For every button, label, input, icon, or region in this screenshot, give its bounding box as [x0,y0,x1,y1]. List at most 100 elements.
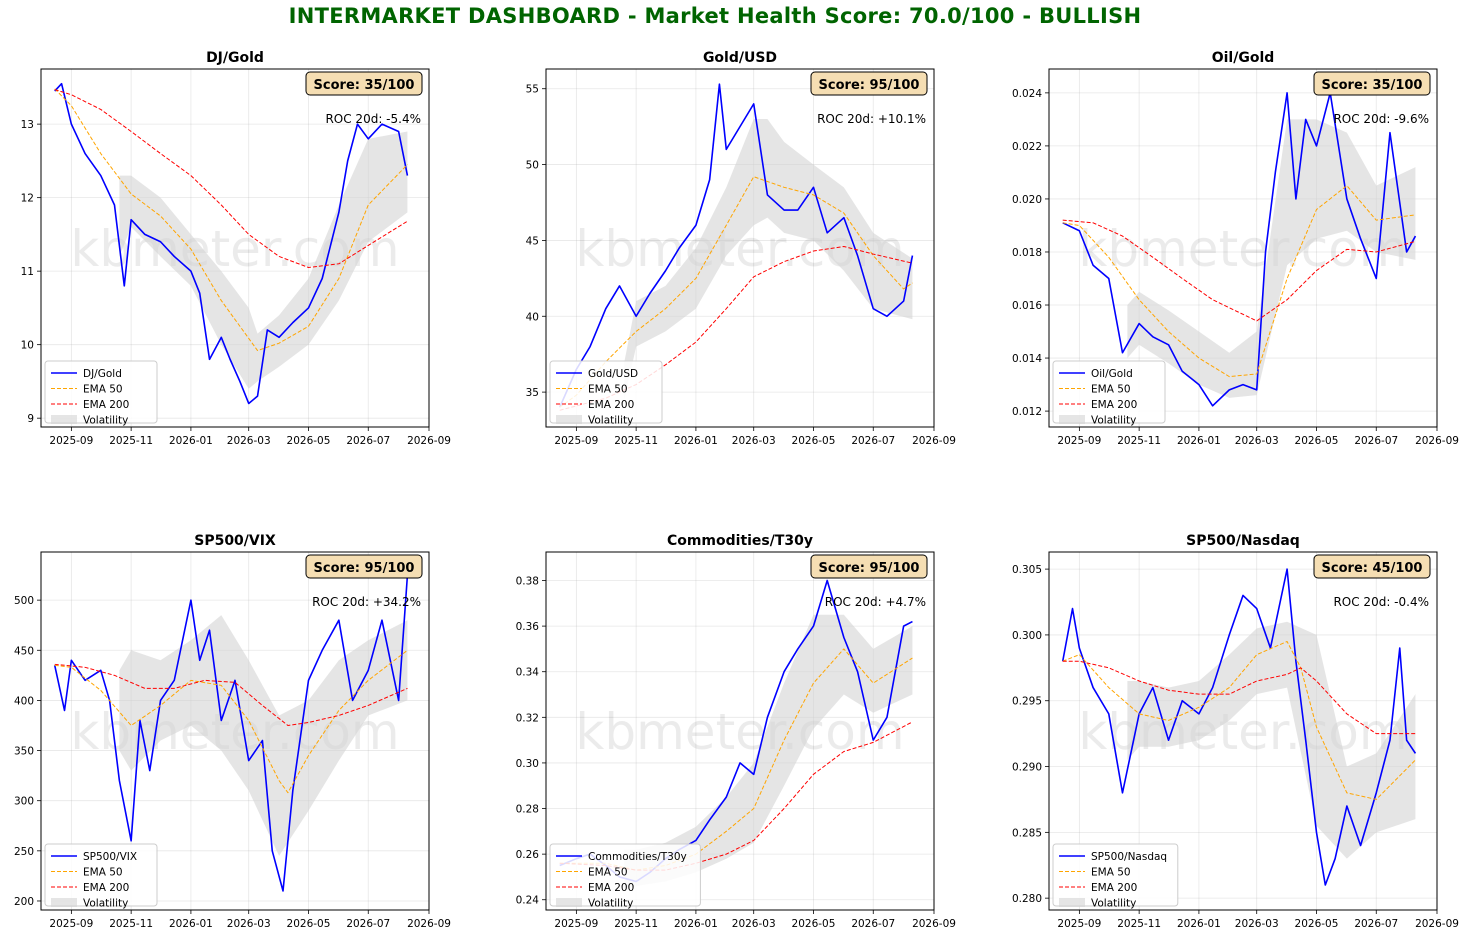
x-tick-label: 2026-03 [227,918,271,930]
legend: SP500/Nasdaq EMA 50 EMA 200 Volatility [1052,843,1179,910]
ema50-line [1062,641,1416,800]
score-box [305,554,423,579]
x-tick-label: 2025-09 [1057,435,1101,447]
y-tick-label: 0.34 [516,667,540,679]
x-tick-label: 2026-07 [346,435,390,447]
x-tick-label: 2025-11 [614,435,658,447]
legend-label: EMA 50 [588,384,628,396]
plot-frame [545,68,935,428]
y-tick-label: 45 [526,235,539,247]
x-tick-label: 2026-01 [169,918,213,930]
legend-label: Volatility [588,415,633,427]
y-tick-label: 400 [14,695,34,707]
plot-frame [1048,68,1438,428]
score-box [810,554,928,579]
panel-title: SP500/VIX [194,533,276,549]
x-tick-label: 2026-05 [1295,918,1339,930]
plot-frame [40,68,430,428]
ema200-line [559,721,913,871]
x-tick-label: 2026-05 [1295,435,1339,447]
y-tick-label: 10 [21,340,34,352]
legend-box [1052,843,1179,907]
price-line [54,82,409,405]
legend-label: EMA 50 [588,867,628,879]
y-tick-label: 0.020 [1012,194,1042,206]
roc-label: ROC 20d: +34.2% [312,595,421,609]
volatility-band [624,614,913,891]
legend-volatility-swatch [556,415,582,424]
price-line [1061,568,1417,886]
x-tick-label: 2026-07 [851,918,895,930]
legend-volatility-swatch [51,898,77,907]
score-label: Score: 35/100 [314,78,415,93]
legend-box [44,843,158,907]
x-tick-label: 2026-05 [792,435,836,447]
score-label: Score: 95/100 [819,561,920,576]
watermark: kbmeter.com [575,703,904,761]
y-tick-label: 300 [14,796,34,808]
y-tick-label: 9 [27,413,34,425]
x-tick-label: 2026-09 [1415,435,1459,447]
legend-box [1052,360,1166,424]
y-tick-label: 55 [526,84,539,96]
y-tick-label: 450 [14,645,34,657]
y-tick-label: 0.290 [1012,762,1042,774]
score-box [1313,554,1431,579]
ema50-line [1062,185,1416,378]
y-tick-label: 0.24 [516,895,540,907]
x-tick-label: 2026-03 [732,918,776,930]
score-label: Score: 45/100 [1322,561,1423,576]
y-tick-label: 0.305 [1012,564,1042,576]
legend-label: Volatility [588,898,633,910]
legend-label: Volatility [1091,415,1136,427]
y-tick-label: 35 [526,387,539,399]
panel-title: Oil/Gold [1212,50,1275,66]
legend-box [44,360,158,424]
x-tick-label: 2025-11 [109,435,153,447]
legend-label: Commodities/T30y [588,851,687,863]
score-box [305,71,423,96]
x-tick-label: 2026-01 [674,918,718,930]
ema200-line [54,663,408,726]
panel-title: Gold/USD [703,50,777,66]
legend-label: EMA 50 [1091,384,1131,396]
volatility-band [119,615,408,856]
x-tick-label: 2026-09 [1415,918,1459,930]
legend-label: EMA 200 [588,399,634,411]
legend-label: EMA 50 [83,384,123,396]
x-tick-label: 2026-07 [1354,918,1398,930]
y-tick-label: 0.300 [1012,630,1042,642]
y-tick-label: 0.012 [1012,406,1042,418]
legend-volatility-swatch [1059,898,1085,907]
ema50-line [559,176,913,408]
x-tick-label: 2026-07 [851,435,895,447]
y-tick-label: 50 [526,160,539,172]
y-tick-label: 0.280 [1012,893,1042,905]
x-tick-label: 2026-05 [287,435,331,447]
x-tick-label: 2025-11 [1117,918,1161,930]
panel-title: SP500/Nasdaq [1186,533,1300,549]
legend: Gold/USD EMA 50 EMA 200 Volatility [549,360,663,427]
y-tick-label: 0.38 [516,576,539,588]
y-tick-label: 350 [14,746,34,758]
x-tick-label: 2026-01 [1177,918,1221,930]
x-tick-label: 2026-03 [227,435,271,447]
x-tick-label: 2026-01 [1177,435,1221,447]
legend-label: EMA 200 [1091,399,1137,411]
legend: Oil/Gold EMA 50 EMA 200 Volatility [1052,360,1166,427]
y-tick-label: 0.30 [516,758,539,770]
x-tick-label: 2026-09 [912,918,956,930]
x-tick-label: 2026-05 [792,918,836,930]
x-tick-label: 2026-05 [287,918,331,930]
legend-label: DJ/Gold [83,368,122,380]
ema50-line [54,649,408,794]
y-tick-label: 0.018 [1012,247,1042,259]
roc-label: ROC 20d: +4.7% [825,595,926,609]
y-tick-label: 0.014 [1012,353,1042,365]
y-tick-label: 11 [21,266,34,278]
price-line [1062,92,1417,407]
x-tick-label: 2026-01 [674,435,718,447]
